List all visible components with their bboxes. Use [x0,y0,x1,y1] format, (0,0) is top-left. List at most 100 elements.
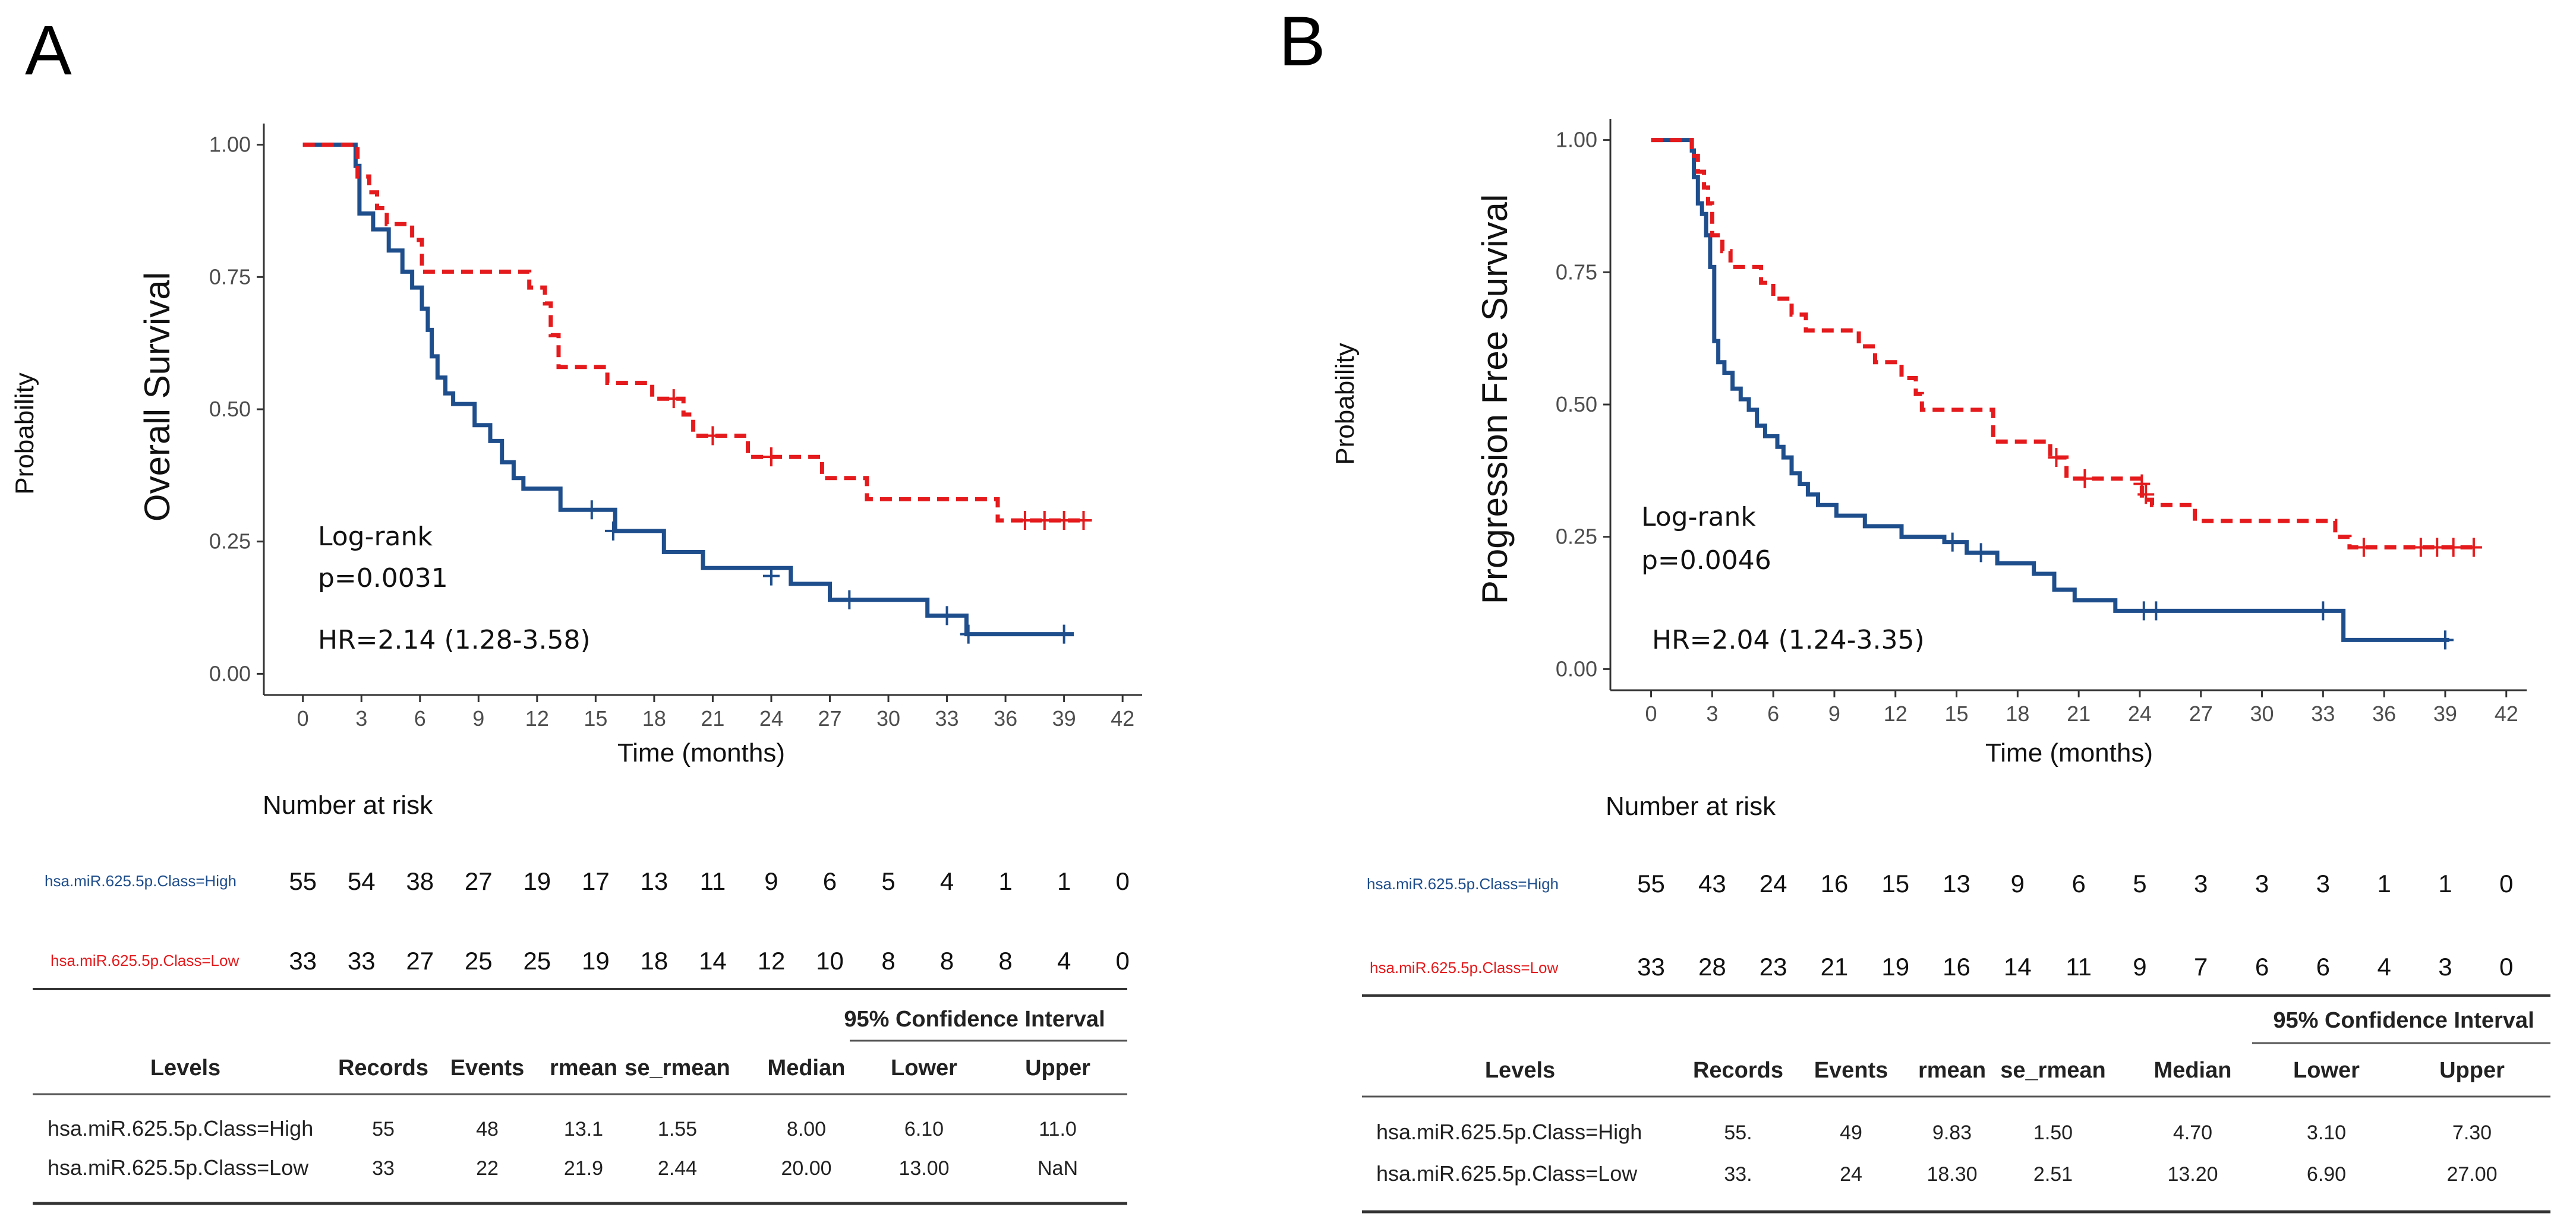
panel-b-risk-low-count: 33 [1637,953,1665,981]
panel-a-y-tick-label: 0.50 [209,397,251,421]
panel-b-risk-low-count: 6 [2316,953,2330,981]
panel-b-plot: 0.000.250.500.751.000 3 6 9 12 15 18 21 24 27 30 33… [1556,119,2527,726]
panel-a-risk-high-count: 54 [348,867,376,895]
panel-b-y-tick-label: 1.00 [1556,128,1597,152]
panel-a-x-tick-label: 39 [1052,706,1076,731]
panel-a-risk-low-count: 8 [998,947,1012,975]
panel-b-low-censor-mark [2412,538,2429,557]
panel-b-low-curve [1651,138,2476,549]
panel-b-x-tick-label: 6 [1767,702,1779,726]
panel-b-risk-low-count: 14 [2004,953,2032,981]
panel-b-cell-lower: 6.90 [2307,1163,2346,1186]
panel-b-risk-counts: 55 43 24 16 15 13 9 6 5 3 3 3 1 1 033 28 23 21 19 16 14 11 9 7 6… [1637,870,2513,981]
panel-b-risk-low-count: 23 [1760,953,1787,981]
panel-a-risk-high-count: 4 [940,867,954,895]
panel-b-risk-high-count: 15 [1881,870,1909,898]
panel-a-x-tick-label: 6 [414,706,426,731]
panel-b-th-events: Events [1814,1058,1888,1083]
panel-a-risk-high-count: 11 [700,867,726,895]
panel-b-x-tick-label: 33 [2311,702,2335,726]
panel-b-risk-high-count: 3 [2255,870,2269,898]
panel-b-high-censor-mark [1972,543,1989,563]
panel-a-high-censor-mark [604,521,622,541]
panel-b-y-tick-label: 0.75 [1556,260,1597,284]
panel-b-th-upper: Upper [2439,1058,2505,1083]
panel-a-risk-high-count: 19 [523,867,551,895]
panel-b-xlabel: Time (months) [1985,738,2153,767]
panel-b-cell-upper: 27.00 [2446,1163,2497,1186]
panel-a-risk-counts: 55 54 38 27 19 17 13 11 9 6 5 4 1 1 033 33 27 25 25 19 18 14 1… [289,867,1130,975]
panel-a-x-tick-label: 24 [759,706,783,731]
panel-b-x-tick-label: 21 [2067,702,2091,726]
panel-b-risk-low-count: 3 [2438,953,2452,981]
panel-b-x-tick-label: 42 [2495,702,2518,726]
panel-b-risk-high-count: 0 [2499,870,2513,898]
panel-b-risk-label-high: hsa.miR.625.5p.Class=High [1367,875,1559,893]
panel-a-risk-high-count: 38 [406,867,434,895]
panel-b-high-censor-mark [2315,601,2332,621]
panel-a-risk-high-count: 13 [641,867,669,895]
panel-b-risk-high-count: 43 [1698,870,1726,898]
panel-a-x-tick-label: 42 [1111,706,1134,731]
panel-a-hr: HR=2.14 (1.28-3.58) [318,625,591,655]
panel-a-th-records: Records [338,1056,428,1080]
panel-b-cell-events: 24 [1840,1163,1862,1186]
panel-a-risk-low-count: 10 [816,947,844,975]
panel-b-x-tick-label: 36 [2372,702,2396,726]
panel-b-y-tick-label: 0.25 [1556,525,1597,549]
panel-b-risk-high-count: 1 [2377,870,2391,898]
panel-a-risk-low-count: 4 [1057,947,1071,975]
panel-a-risk-high-count: 1 [1057,867,1071,895]
panel-a-outer-ylabel: Probability [10,372,39,494]
panel-b-low-censor-mark [2137,485,2155,504]
panel-b-low-censor-mark [2048,448,2065,467]
panel-a-plot-area [264,124,1142,695]
panel-a-table-row: hsa.miR.625.5p.Class=High 55 48 13.1 1.5… [48,1116,1077,1140]
panel-b-risk-high-count: 16 [1821,870,1849,898]
panel-b-risk-title: Number at risk [1606,792,1776,821]
panel-a-cell-records: 55 [372,1118,395,1140]
panel-a-risk-low-count: 25 [465,947,493,975]
panel-a-low-censor-mark [1055,511,1073,530]
panel-b-cell-rmean: 18.30 [1927,1163,1977,1186]
panel-a-risk-low-count: 0 [1115,947,1129,975]
panel-a-x-tick-label: 3 [355,706,367,731]
panel-a-th-se-rmean: se_rmean [625,1056,730,1080]
panel-a-y-tick-label: 1.00 [209,132,251,157]
panel-b-risk-high-count: 24 [1760,870,1787,898]
panel-b-y-tick-label: 0.00 [1556,656,1597,681]
panel-b-risk-label-low: hsa.miR.625.5p.Class=Low [1370,959,1558,977]
panel-b-risk-low-count: 16 [1943,953,1970,981]
panel-b-cell-se-rmean: 2.51 [2033,1163,2073,1186]
panel-a-x-tick-label: 9 [472,706,484,731]
panel-b: B Probability Progression Free Survival … [1279,2,2550,1214]
panel-b-cell-median: 4.70 [2173,1121,2212,1144]
panel-a: A Probability Overall Survival 0.00 0.25 0… [10,11,1142,1205]
panel-b-risk-high-count: 6 [2071,870,2085,898]
panel-a-cell-lower: 13.00 [898,1157,949,1180]
panel-b-high-curve [1651,138,2449,642]
panel-a-cell-median: 20.00 [781,1157,831,1180]
panel-a-cell-upper: 11.0 [1039,1118,1077,1140]
panel-b-x-tick-label: 30 [2250,702,2274,726]
panel-a-risk-title: Number at risk [263,791,433,820]
panel-a-x-tick-label: 30 [876,706,900,731]
panel-b-th-rmean: rmean [1918,1058,1986,1083]
panel-a-low-curve [302,143,1084,523]
panel-b-th-lower: Lower [2293,1058,2360,1083]
panel-b-th-records: Records [1693,1058,1783,1083]
panel-a-risk-low-count: 33 [289,947,317,975]
panel-a-low-censor-mark [1075,511,1092,530]
panel-b-risk-high-count: 55 [1637,870,1665,898]
panel-a-risk-label-low: hsa.miR.625.5p.Class=Low [51,952,239,969]
panel-b-ylabel: Progression Free Survival [1475,194,1515,604]
panel-b-risk-low-count: 6 [2255,953,2269,981]
panel-a-cell-level: hsa.miR.625.5p.Class=Low [48,1155,309,1180]
panel-b-risk-low-count: 4 [2377,953,2391,981]
panel-b-cell-records: 33. [1724,1163,1752,1186]
panel-a-low-censor-mark [762,447,780,467]
panel-b-ci-header: 95% Confidence Interval [2273,1008,2534,1033]
panel-b-low-censor-mark [2076,469,2093,488]
panel-a-cell-rmean: 21.9 [564,1157,603,1180]
